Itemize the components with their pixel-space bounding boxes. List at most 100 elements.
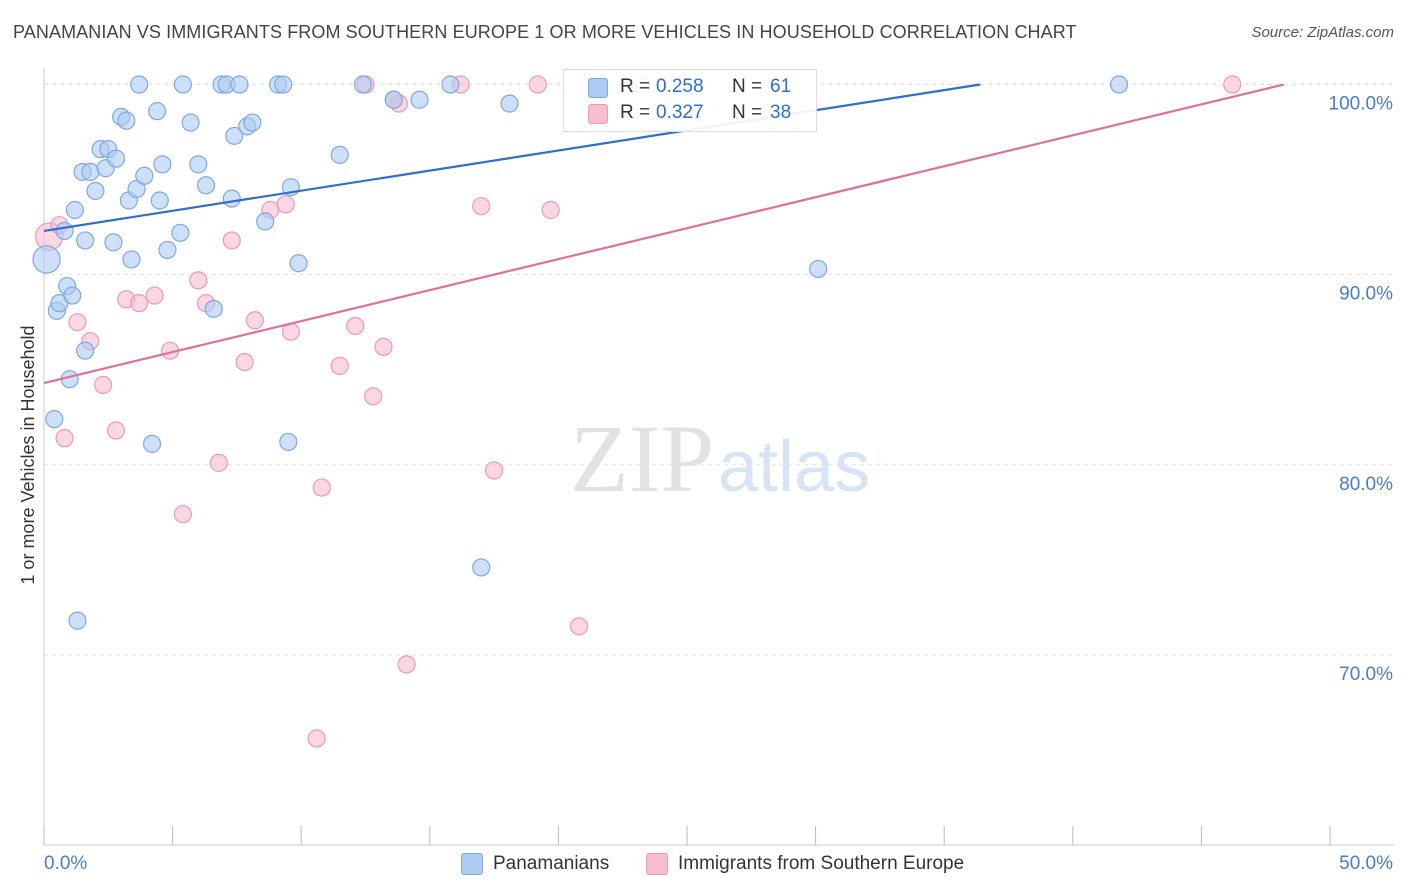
watermark-atlas: atlas (718, 427, 870, 507)
point-panamanians (181, 113, 200, 132)
point-panamanians (243, 113, 262, 132)
point-panamanians (189, 155, 208, 174)
point-southern-europe (397, 655, 416, 674)
point-panamanians (142, 434, 162, 453)
legend-n-label: N = (732, 76, 763, 97)
point-panamanians (196, 176, 216, 195)
tick-labels: 70.0% 80.0% 90.0% 100.0% 0.0% 50.0% (44, 94, 1393, 874)
legend-r-value: 0.258 (656, 76, 704, 97)
legend-r-value: 0.327 (656, 102, 704, 123)
y-tick-label: 80.0% (1339, 474, 1393, 495)
point-panamanians (76, 231, 95, 250)
point-panamanians (279, 432, 298, 452)
point-southern-europe (485, 461, 504, 480)
point-southern-europe (346, 316, 365, 336)
point-southern-europe (173, 505, 192, 524)
point-southern-europe (68, 313, 87, 332)
x-tick-label-max: 50.0% (1339, 853, 1393, 874)
point-southern-europe (130, 294, 149, 313)
point-southern-europe (1223, 75, 1242, 94)
point-panamanians (76, 341, 95, 360)
series-panamanians-points (32, 75, 1129, 630)
point-southern-europe (106, 421, 126, 440)
correlation-legend: R = 0.258 N = 61 R = 0.327 N = 38 (563, 69, 817, 132)
y-axis-label: 1 or more Vehicles in Household (18, 325, 38, 584)
trend-line-panamanians (43, 83, 981, 232)
point-southern-europe (569, 617, 589, 636)
point-southern-europe (55, 429, 74, 448)
point-southern-europe (312, 478, 331, 497)
point-panamanians (1109, 75, 1129, 94)
point-panamanians (65, 200, 84, 220)
point-southern-europe (145, 286, 164, 305)
point-panamanians (384, 90, 403, 109)
point-panamanians (204, 299, 223, 318)
point-panamanians (32, 245, 61, 274)
point-southern-europe (541, 200, 560, 220)
legend-swatch-pink (588, 104, 608, 124)
legend-swatch-blue (588, 78, 608, 98)
legend-n-value: 61 (770, 76, 792, 97)
point-panamanians (135, 166, 154, 185)
point-panamanians (117, 111, 136, 130)
y-tick-label: 90.0% (1339, 284, 1393, 305)
point-panamanians (153, 155, 172, 174)
point-southern-europe (235, 352, 254, 372)
point-panamanians (86, 181, 105, 201)
point-panamanians (150, 191, 169, 210)
bottom-legend-swatch-blue (461, 853, 483, 875)
point-southern-europe (189, 271, 208, 290)
point-southern-europe (374, 337, 393, 356)
point-panamanians (441, 75, 460, 94)
source-label: Source: ZipAtlas.com (1251, 24, 1394, 41)
point-southern-europe (222, 231, 241, 250)
point-southern-europe (528, 75, 547, 94)
point-panamanians (130, 75, 149, 94)
legend-r-label: R = (620, 76, 651, 97)
point-panamanians (122, 250, 141, 269)
point-panamanians (330, 145, 349, 164)
point-panamanians (353, 75, 373, 94)
point-panamanians (81, 162, 100, 182)
point-panamanians (68, 611, 87, 630)
point-panamanians (104, 233, 123, 252)
point-southern-europe (472, 197, 491, 216)
point-panamanians (45, 410, 64, 429)
bottom-legend-label: Immigrants from Southern Europe (678, 853, 965, 874)
point-panamanians (289, 254, 308, 273)
point-panamanians (171, 223, 190, 242)
point-panamanians (230, 75, 249, 94)
y-tick-label: 100.0% (1329, 94, 1394, 115)
point-panamanians (63, 286, 82, 305)
point-panamanians (222, 189, 241, 208)
point-panamanians (148, 102, 167, 121)
legend-n-value: 38 (770, 102, 792, 123)
point-panamanians (106, 149, 126, 168)
point-panamanians (274, 75, 293, 94)
point-southern-europe (245, 311, 265, 330)
point-southern-europe (276, 195, 295, 214)
point-southern-europe (330, 356, 349, 375)
series-southern-europe-points (34, 75, 1242, 748)
point-panamanians (410, 90, 429, 109)
point-panamanians (472, 558, 491, 577)
point-southern-europe (94, 375, 113, 395)
bottom-legend-swatch-pink (646, 853, 668, 875)
point-panamanians (173, 75, 192, 94)
y-tick-label: 70.0% (1339, 664, 1393, 685)
trend-lines (43, 83, 1284, 385)
point-panamanians (158, 240, 177, 260)
point-panamanians (809, 259, 828, 279)
point-panamanians (55, 221, 74, 241)
point-southern-europe (364, 387, 383, 406)
point-southern-europe (209, 453, 228, 472)
point-southern-europe (307, 729, 326, 748)
legend-r-label: R = (620, 102, 651, 123)
point-panamanians (256, 212, 275, 231)
watermark-zip: ZIP (570, 405, 714, 512)
chart-title: PANAMANIAN VS IMMIGRANTS FROM SOUTHERN E… (13, 22, 1077, 42)
x-tick-label-min: 0.0% (44, 853, 87, 874)
axes (43, 68, 1394, 846)
point-panamanians (225, 126, 244, 145)
